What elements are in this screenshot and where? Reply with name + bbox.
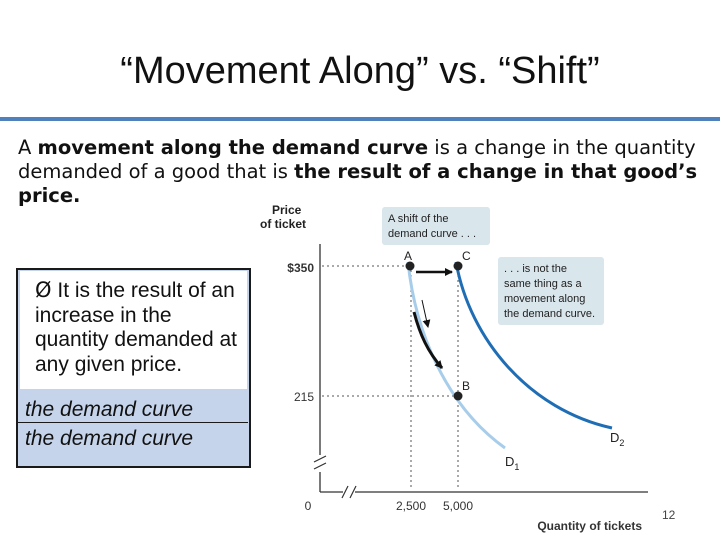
movement-arrow-small [421, 299, 431, 328]
point-b [453, 391, 463, 401]
para-bold-2: the result of a change in that good’s pr… [18, 160, 698, 207]
callout-movement-box [498, 257, 604, 325]
origin-tick: 0 [305, 499, 312, 513]
definition-paragraph: A movement along the demand curve is a c… [18, 136, 698, 208]
demand-curve-d1 [406, 261, 506, 450]
bullet-panel-inner [20, 271, 247, 389]
y-axis-label-line1: Price [272, 203, 302, 217]
y-axis-break-1 [313, 455, 327, 463]
label-d1: D1 [505, 454, 519, 472]
x-tick-2500: 2,500 [396, 499, 426, 513]
label-b: B [462, 379, 470, 393]
label-d1-main: D [505, 454, 514, 469]
para-text-2: is a change in the quantity demanded of … [18, 136, 696, 183]
label-d2-main: D [610, 430, 619, 445]
italic-line-1: the demand curve [25, 398, 194, 421]
x-axis-break-1 [341, 485, 349, 499]
para-bold-1: movement along the demand curve [37, 136, 429, 159]
label-d1-sub: 1 [514, 462, 519, 472]
x-tick-5000: 5,000 [443, 499, 473, 513]
label-c: C [462, 249, 471, 263]
callout-movement-line1: . . . is not the [504, 263, 567, 275]
label-a: A [404, 249, 412, 263]
y-tick-350: $350 [287, 261, 314, 275]
title-underline [0, 117, 720, 121]
page-number: 12 [662, 508, 676, 522]
point-c [453, 261, 463, 271]
x-axis-label: Quantity of tickets [537, 519, 642, 533]
callout-shift-line2: demand curve . . . [388, 228, 476, 240]
demand-curve-d2 [454, 261, 613, 430]
bullet-point: Ø It is the result of an increase in the… [35, 278, 245, 377]
x-axis-break-2 [349, 485, 357, 499]
callout-shift-box [382, 207, 490, 245]
callout-movement-line2: same thing as a [504, 278, 583, 290]
label-d2: D2 [610, 430, 624, 448]
point-a [405, 261, 415, 271]
label-d2-sub: 2 [619, 438, 624, 448]
y-tick-215: 215 [294, 390, 314, 404]
callout-movement-line3: movement along [504, 293, 585, 305]
panel-divider [18, 422, 248, 423]
y-axis-break-2 [313, 462, 327, 470]
callout-shift-line1: A shift of the [388, 213, 449, 225]
bullet-arrow-icon: Ø [35, 278, 52, 302]
bullet-text: It is the result of an increase in the q… [35, 279, 237, 376]
para-text-1: A [18, 136, 38, 159]
italic-line-2: the demand curve [25, 427, 194, 450]
movement-arrow [412, 311, 444, 369]
y-axis-label-line2: of ticket [260, 217, 306, 231]
callout-movement-line4: the demand curve. [504, 308, 595, 320]
slide-title: “Movement Along” vs. “Shift” [120, 50, 600, 92]
